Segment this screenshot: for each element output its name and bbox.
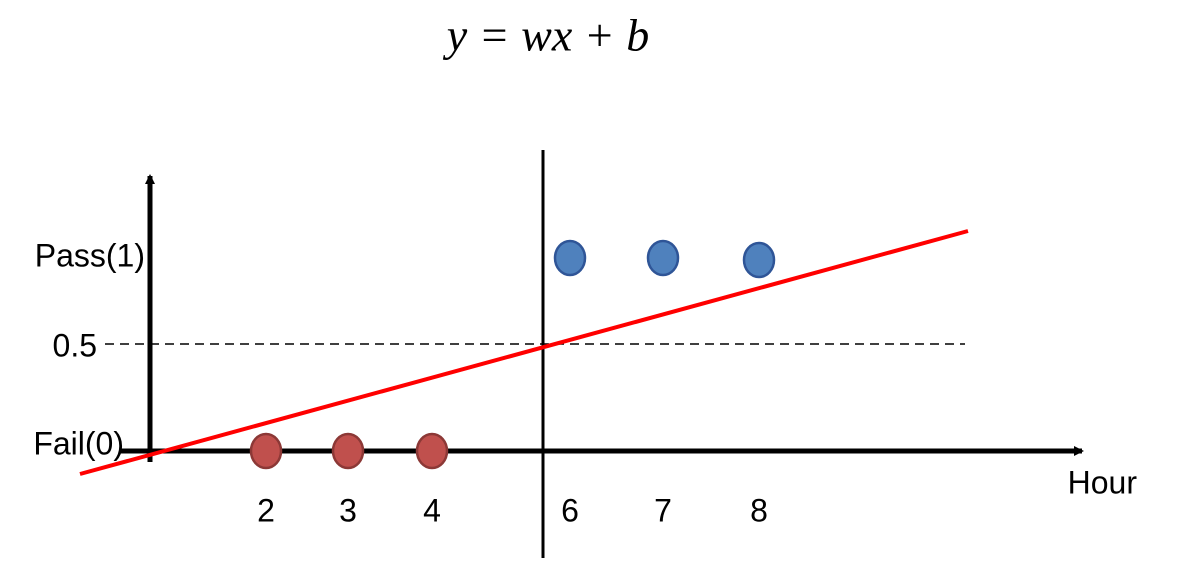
formula: y = wx + b	[443, 10, 650, 61]
regression-line	[79, 229, 969, 476]
x-label: Hour	[1068, 464, 1138, 500]
point-label: 4	[423, 492, 441, 528]
fail-point	[331, 432, 365, 470]
fail-point	[415, 432, 449, 470]
pass-point	[742, 241, 776, 279]
point-label: 2	[257, 492, 275, 528]
y-label: 0.5	[53, 327, 97, 363]
fail-point	[249, 432, 283, 470]
y-label: Fail(0)	[33, 425, 124, 461]
point-label: 6	[561, 492, 579, 528]
point-label: 3	[339, 492, 357, 528]
y-label: Pass(1)	[35, 237, 145, 273]
pass-point	[646, 239, 680, 277]
point-label: 7	[654, 492, 672, 528]
point-label: 8	[750, 492, 768, 528]
pass-point	[553, 239, 587, 277]
